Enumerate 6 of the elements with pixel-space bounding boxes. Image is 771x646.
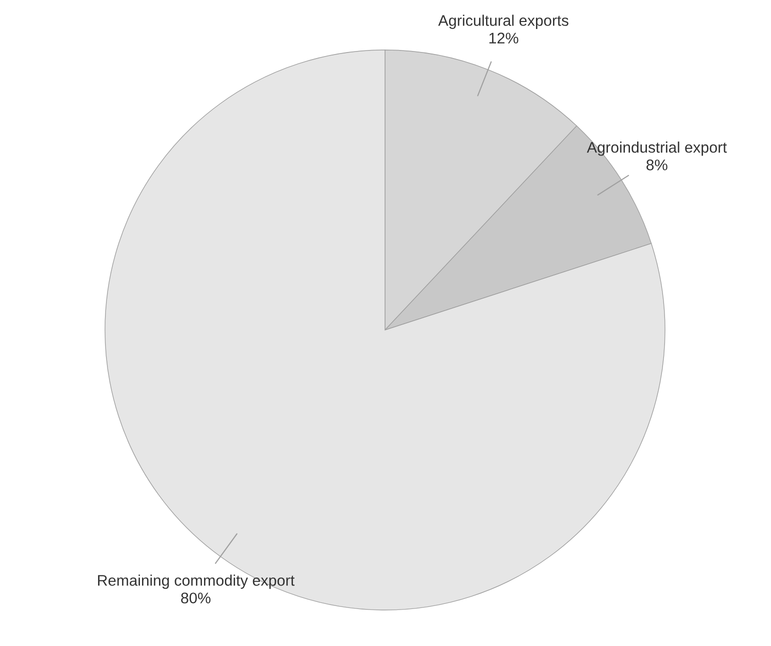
data-label: 8%: [646, 160, 668, 170]
slice-label: Remaining commodity export: [98, 574, 295, 589]
slice-label: Agroindustrial export: [586, 142, 727, 156]
slice-label: Agricultural exports: [438, 14, 568, 29]
data-label: 12%: [489, 32, 518, 44]
data-label: 80%: [181, 592, 210, 604]
